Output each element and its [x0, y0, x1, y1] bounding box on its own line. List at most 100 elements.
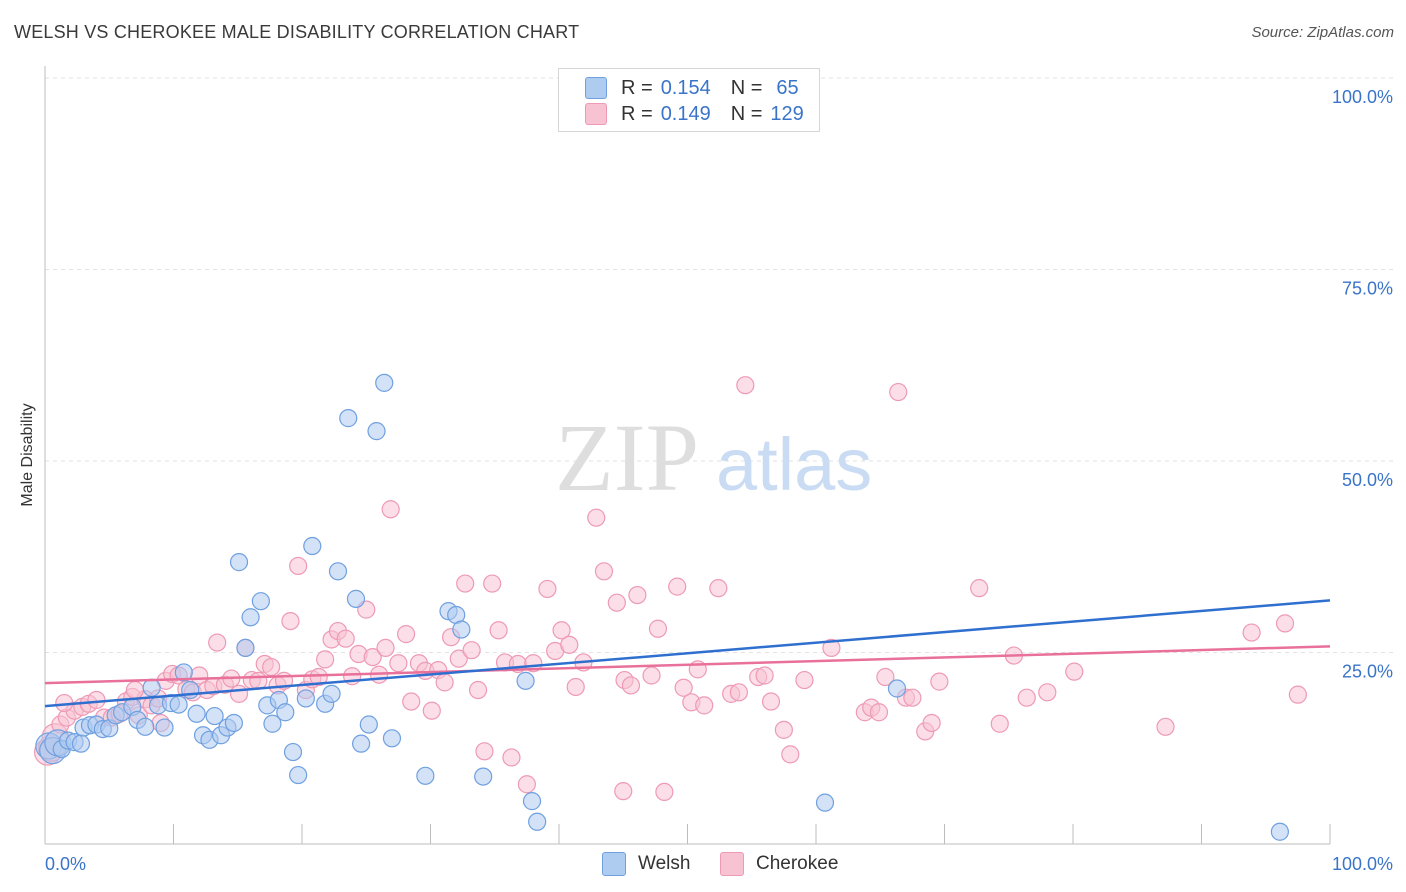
- welsh-swatch: [585, 77, 607, 99]
- welsh-point-6: [71, 734, 91, 753]
- cherokee-point-42: [316, 650, 335, 669]
- cherokee-point-34: [262, 657, 281, 677]
- cherokee-point-26: [208, 633, 227, 652]
- cherokee-point-86: [642, 666, 661, 685]
- welsh-point-33: [241, 608, 260, 627]
- welsh-point-24: [187, 704, 206, 723]
- cherokee-point-32: [249, 671, 268, 690]
- y-tick-label-0: 100.0%: [1332, 87, 1393, 107]
- cherokee-point-74: [538, 579, 557, 599]
- cherokee-point-49: [363, 647, 382, 667]
- cherokee-point-82: [607, 593, 626, 612]
- legend-item-cherokee[interactable]: Cherokee: [720, 852, 838, 876]
- chart-source: Source: ZipAtlas.com: [1251, 24, 1394, 41]
- cherokee-point-89: [668, 577, 687, 596]
- legend-welsh-swatch: [602, 852, 626, 876]
- cherokee-point-123: [1275, 614, 1295, 633]
- cherokee-trend-line: [44, 645, 1331, 685]
- welsh-point-30: [224, 713, 243, 733]
- cherokee-point-85: [628, 585, 647, 605]
- legend-row-welsh: R = 0.154 N = 65: [585, 76, 799, 100]
- cherokee-point-122: [1242, 623, 1261, 642]
- cherokee-point-65: [468, 680, 488, 700]
- cherokee-point-63: [456, 574, 475, 593]
- cherokee-point-87: [648, 619, 668, 638]
- welsh-point-21: [169, 695, 188, 714]
- legend-item-welsh[interactable]: Welsh: [602, 852, 690, 876]
- cherokee-point-80: [587, 508, 606, 527]
- welsh-point-41: [296, 689, 315, 708]
- cherokee-point-107: [869, 703, 889, 722]
- cherokee-point-115: [970, 579, 989, 598]
- cherokee-point-96: [729, 683, 749, 702]
- welsh-point-34: [251, 592, 270, 611]
- welsh-point-31: [229, 553, 249, 572]
- welsh-point-62: [815, 793, 835, 812]
- cherokee-point-90: [674, 678, 693, 697]
- welsh-point-52: [382, 729, 402, 748]
- welsh-point-39: [283, 742, 303, 762]
- welsh-r-label: R =: [621, 76, 653, 99]
- cherokee-point-38: [289, 556, 308, 576]
- cherokee-point-51: [376, 638, 395, 658]
- cherokee-point-104: [822, 638, 841, 658]
- cherokee-point-94: [709, 579, 728, 598]
- legend-cherokee-label: Cherokee: [756, 853, 839, 874]
- cherokee-point-45: [336, 629, 355, 648]
- chart-title: WELSH VS CHEROKEE MALE DISABILITY CORREL…: [14, 22, 580, 42]
- cherokee-point-66: [475, 742, 494, 761]
- welsh-point-42: [303, 536, 322, 556]
- cherokee-point-72: [517, 775, 536, 794]
- cherokee-point-29: [229, 684, 249, 703]
- welsh-n-value: 65: [776, 76, 799, 99]
- trend-lines: [44, 599, 1331, 708]
- cherokee-r-value: 0.149: [660, 102, 711, 125]
- watermark: ZIP atlas: [555, 404, 872, 511]
- cherokee-point-103: [795, 670, 814, 690]
- cherokee-point-70: [502, 748, 521, 767]
- welsh-point-50: [367, 422, 386, 441]
- cherokee-point-68: [489, 621, 508, 640]
- welsh-point-36: [263, 714, 282, 733]
- cherokee-point-76: [552, 621, 571, 640]
- cherokee-point-55: [402, 692, 421, 711]
- cherokee-point-128: [614, 782, 633, 801]
- welsh-point-59: [522, 792, 542, 811]
- welsh-point-22: [174, 663, 193, 682]
- welsh-point-32: [236, 638, 255, 658]
- welsh-series: [35, 68, 1289, 841]
- welsh-n-label: N =: [730, 76, 763, 99]
- welsh-point-17: [142, 678, 161, 697]
- y-tick-label-2: 50.0%: [1342, 470, 1393, 490]
- cherokee-point-101: [774, 720, 793, 739]
- welsh-point-19: [155, 718, 174, 737]
- x-tick-label-1: 100.0%: [1332, 854, 1393, 874]
- cherokee-point-97: [736, 376, 755, 395]
- legend-cherokee-swatch: [720, 852, 744, 876]
- cherokee-point-64: [462, 641, 481, 660]
- welsh-point-48: [352, 734, 371, 753]
- cherokee-point-53: [389, 654, 408, 673]
- cherokee-r-label: R =: [621, 102, 653, 125]
- welsh-point-64: [1270, 822, 1289, 841]
- welsh-r-value: 0.154: [660, 76, 711, 99]
- welsh-point-27: [205, 706, 224, 726]
- cherokee-point-119: [1038, 683, 1057, 702]
- cherokee-point-62: [449, 649, 468, 668]
- welsh-point-51: [375, 373, 394, 392]
- cherokee-n-label: N =: [730, 102, 763, 125]
- cherokee-n-value: 129: [770, 102, 804, 125]
- cherokee-point-54: [396, 625, 416, 644]
- cherokee-point-41: [309, 667, 328, 687]
- cherokee-point-8: [87, 690, 106, 710]
- series-legend: Welsh Cherokee: [0, 850, 1406, 878]
- cherokee-point-93: [695, 696, 714, 715]
- y-tick-label-1: 75.0%: [1342, 279, 1393, 299]
- welsh-point-53: [416, 766, 435, 785]
- cherokee-point-99: [755, 666, 774, 685]
- watermark-atlas: atlas: [716, 423, 872, 506]
- cherokee-point-109: [889, 382, 908, 402]
- cherokee-point-126: [125, 680, 145, 700]
- cherokee-point-37: [281, 611, 300, 631]
